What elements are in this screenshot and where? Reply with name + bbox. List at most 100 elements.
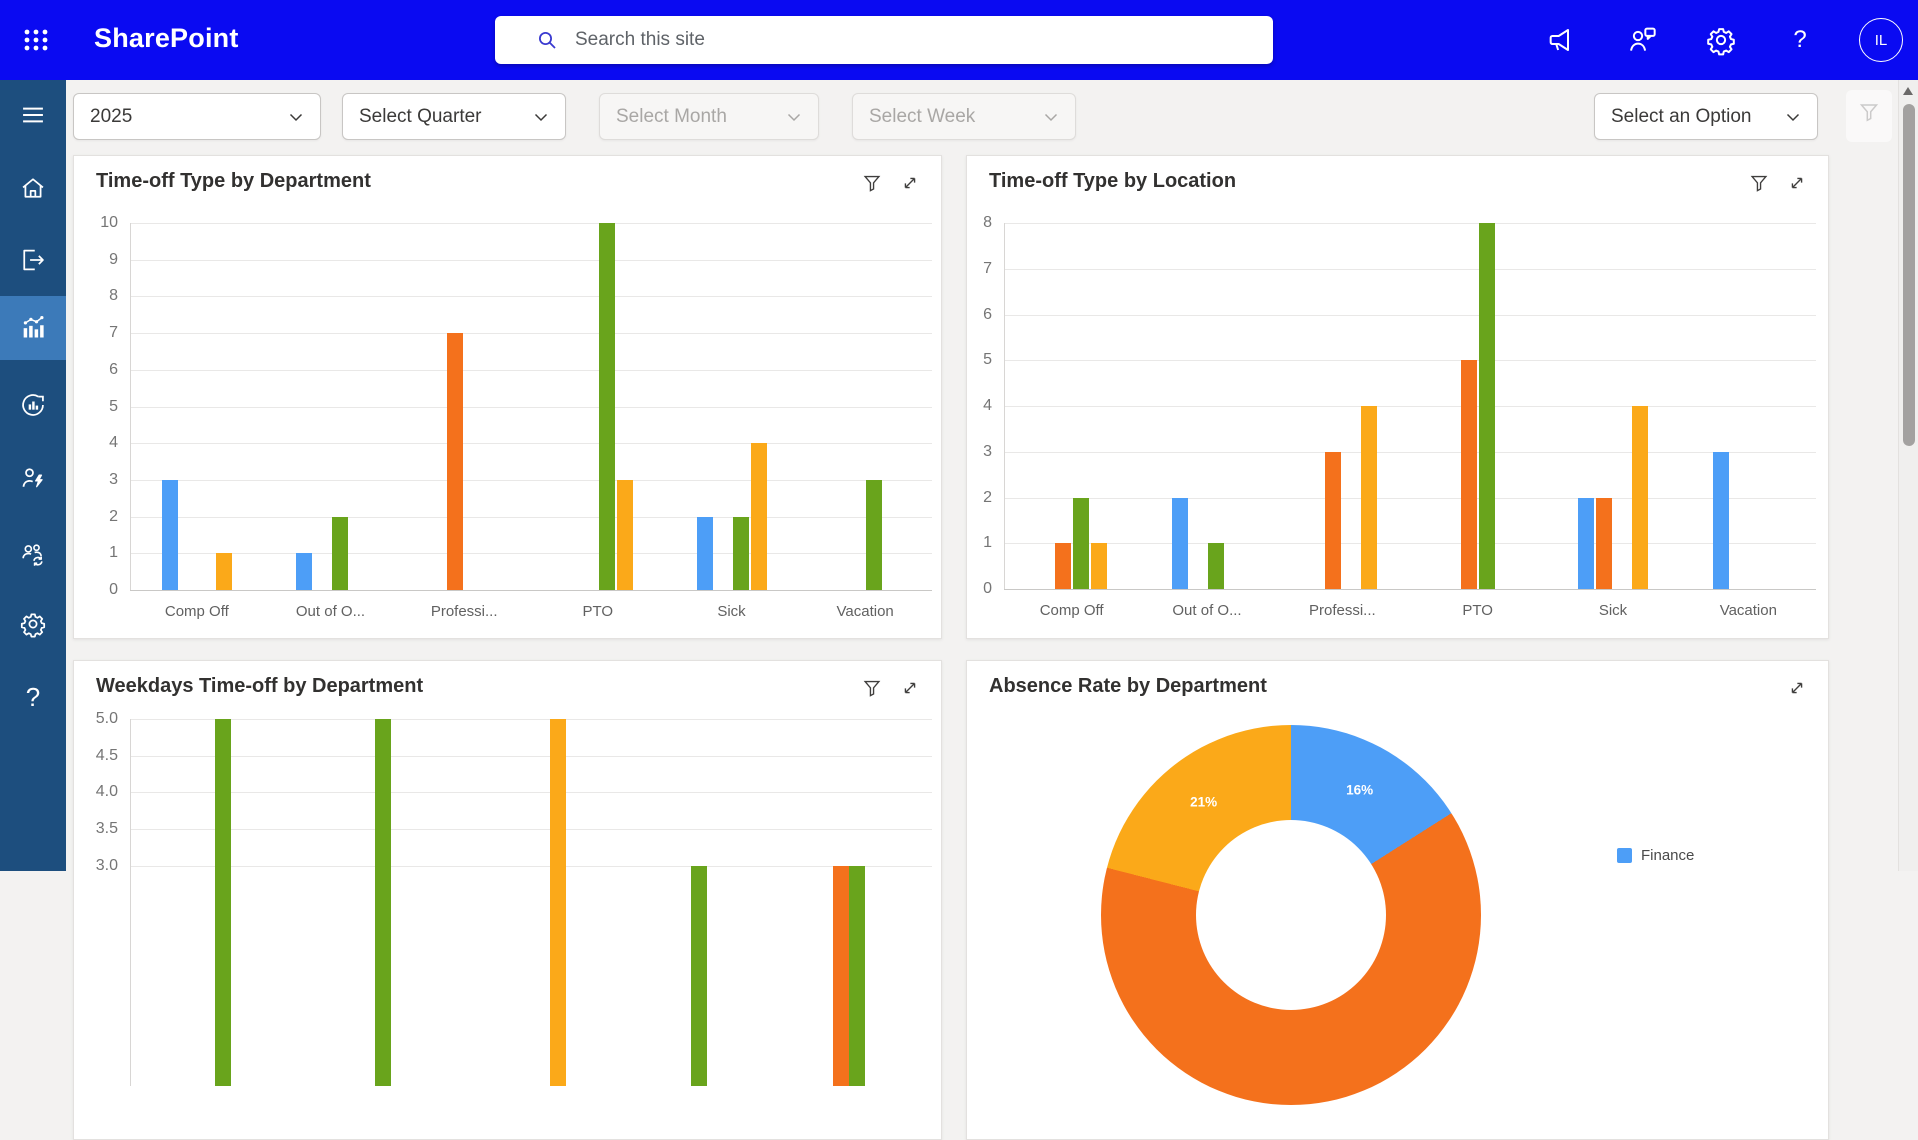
bar-Sick[interactable] bbox=[1596, 497, 1612, 589]
chart-panel-absence-rate-by-department: Absence Rate by Department Finance 16% 21… bbox=[966, 660, 1829, 1140]
bar-Out of O...[interactable] bbox=[331, 516, 348, 590]
donut-legend: Finance bbox=[1617, 847, 1694, 864]
quarter-filter-value: Select Quarter bbox=[359, 105, 482, 127]
bar-Comp Off[interactable] bbox=[1054, 543, 1071, 589]
gridline bbox=[130, 865, 932, 867]
bar-Out of O...[interactable] bbox=[1208, 543, 1224, 589]
bar-segment[interactable] bbox=[833, 865, 850, 1086]
bar-segment[interactable] bbox=[374, 719, 391, 1086]
scrollbar-thumb[interactable] bbox=[1902, 104, 1915, 446]
bar-Comp Off[interactable] bbox=[1072, 497, 1089, 589]
sidebar-item-settings[interactable] bbox=[13, 604, 53, 644]
quarter-filter-dropdown[interactable]: Select Quarter bbox=[342, 93, 566, 140]
sidebar-item-help[interactable]: ? bbox=[25, 681, 41, 712]
bar-segment[interactable] bbox=[849, 865, 866, 1086]
bar-Out of O...[interactable] bbox=[1172, 497, 1188, 589]
bar-Out of O...[interactable] bbox=[295, 553, 312, 590]
feedback-icon[interactable] bbox=[1626, 24, 1658, 56]
gridline bbox=[1004, 268, 1816, 270]
y-axis-tick-label: 5 bbox=[109, 397, 118, 415]
chevron-down-icon bbox=[787, 113, 801, 121]
bar-Professi...[interactable] bbox=[1361, 406, 1378, 589]
sidebar-item-employee-quick-actions[interactable] bbox=[13, 458, 53, 498]
y-axis-tick-label: 3.5 bbox=[95, 820, 118, 838]
expand-icon[interactable] bbox=[1786, 172, 1808, 194]
option-filter-dropdown[interactable]: Select an Option bbox=[1594, 93, 1818, 140]
y-axis-tick-label: 4.5 bbox=[95, 746, 118, 764]
app-launcher-icon[interactable] bbox=[18, 22, 54, 58]
bar-segment[interactable] bbox=[215, 719, 232, 1086]
bar-Sick[interactable] bbox=[1578, 497, 1594, 589]
y-axis-tick-label: 8 bbox=[109, 287, 118, 305]
bar-Sick[interactable] bbox=[732, 516, 749, 590]
announcements-icon[interactable] bbox=[1546, 24, 1578, 56]
search-icon bbox=[539, 32, 556, 49]
report-circle-icon bbox=[22, 394, 44, 416]
gridline bbox=[130, 259, 932, 261]
donut-percentage-label: 16% bbox=[1346, 782, 1374, 798]
bar-PTO[interactable] bbox=[1478, 223, 1495, 589]
sidebar-item-reports[interactable] bbox=[13, 385, 53, 425]
y-axis-tick-label: 0 bbox=[109, 581, 118, 598]
expand-icon[interactable] bbox=[1786, 677, 1808, 699]
gridline bbox=[130, 406, 932, 408]
y-axis-tick-label: 8 bbox=[983, 214, 992, 231]
chart-panel-timeoff-type-by-department: Time-off Type by Department 10 9 8 7 6 5 4 3 2 1 0… bbox=[73, 155, 942, 639]
x-axis-category-label: Sick bbox=[717, 603, 746, 620]
sidebar-item-sign-out[interactable] bbox=[13, 240, 53, 280]
x-axis-category-label: Comp Off bbox=[1039, 602, 1104, 619]
y-axis-tick-label: 6 bbox=[983, 305, 992, 323]
y-axis-tick-label: 3.0 bbox=[95, 856, 118, 874]
bar-Comp Off[interactable] bbox=[215, 553, 232, 590]
gridline bbox=[1004, 314, 1816, 316]
search-input[interactable] bbox=[573, 28, 1259, 52]
account-avatar[interactable]: IL bbox=[1859, 18, 1903, 62]
bar-PTO[interactable] bbox=[1460, 360, 1477, 589]
donut-hole bbox=[1196, 820, 1386, 1010]
y-axis-tick-label: 2 bbox=[983, 488, 992, 506]
gridline bbox=[130, 479, 932, 481]
sidebar-item-menu[interactable] bbox=[13, 95, 53, 135]
year-filter-dropdown[interactable]: 2025 bbox=[73, 93, 321, 140]
bar-Sick[interactable] bbox=[750, 443, 767, 590]
bar-Vacation[interactable] bbox=[866, 479, 883, 590]
bar-Professi...[interactable] bbox=[1325, 451, 1342, 589]
sidebar-item-team-sync[interactable] bbox=[13, 533, 53, 573]
active-nav-highlight bbox=[0, 296, 66, 360]
y-axis-tick-label: 1 bbox=[983, 534, 992, 552]
gridline bbox=[130, 296, 932, 298]
gridline bbox=[130, 443, 932, 445]
filter-icon[interactable] bbox=[1748, 172, 1770, 194]
bar-Comp Off[interactable] bbox=[1090, 543, 1107, 589]
x-axis-category-label: Out of O... bbox=[295, 603, 366, 620]
bar-Comp Off[interactable] bbox=[161, 479, 178, 590]
vertical-scrollbar[interactable] bbox=[1898, 80, 1918, 871]
filter-icon[interactable] bbox=[861, 172, 883, 194]
expand-icon[interactable] bbox=[899, 172, 921, 194]
filter-icon[interactable] bbox=[861, 677, 883, 699]
bar-PTO[interactable] bbox=[616, 479, 633, 590]
settings-icon[interactable] bbox=[1705, 24, 1737, 56]
gridline bbox=[1004, 223, 1816, 224]
chevron-down-icon bbox=[1786, 113, 1800, 121]
bar-segment[interactable] bbox=[690, 865, 707, 1086]
bar-segment[interactable] bbox=[550, 719, 567, 1086]
bar-Professi...[interactable] bbox=[447, 333, 464, 590]
scrollbar-up-arrow[interactable] bbox=[1903, 87, 1913, 95]
bar-Vacation[interactable] bbox=[1713, 451, 1730, 589]
bar-Sick[interactable] bbox=[1632, 406, 1648, 589]
bar-Sick[interactable] bbox=[696, 516, 713, 590]
y-axis-tick-label: 6 bbox=[109, 360, 118, 378]
bar-PTO[interactable] bbox=[598, 223, 615, 590]
sidebar-item-home[interactable] bbox=[13, 168, 53, 208]
expand-icon[interactable] bbox=[899, 677, 921, 699]
sidebar-item-analytics[interactable] bbox=[13, 307, 53, 347]
site-search-box[interactable] bbox=[495, 16, 1273, 64]
year-filter-value: 2025 bbox=[90, 105, 133, 127]
help-icon[interactable]: ? bbox=[1793, 26, 1807, 53]
people-sync-icon bbox=[22, 544, 43, 566]
chart-title: Absence Rate by Department bbox=[989, 675, 1267, 697]
donut-percentage-label: 21% bbox=[1190, 794, 1218, 810]
gridline bbox=[130, 516, 932, 518]
